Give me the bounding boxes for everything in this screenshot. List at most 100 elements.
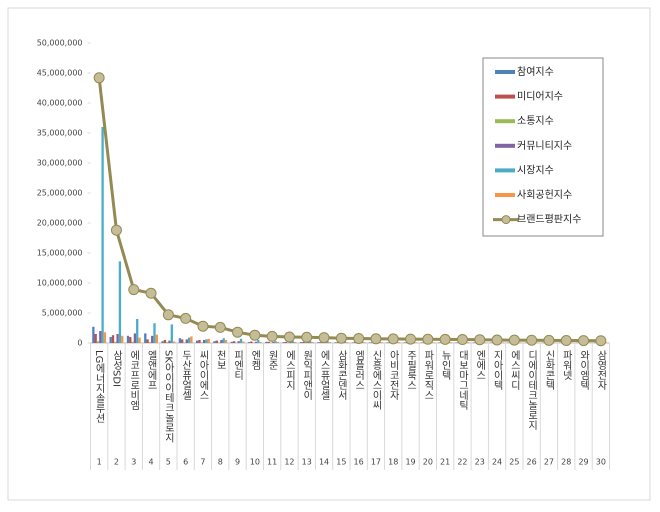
bar: [386, 342, 388, 343]
bar: [329, 342, 331, 343]
y-tick-label: 30,000,000: [37, 159, 83, 168]
bar: [311, 342, 313, 343]
x-tick-number: 3: [131, 458, 136, 467]
bar: [208, 339, 210, 343]
y-tick-label: 0: [77, 339, 82, 348]
bar: [220, 340, 222, 343]
y-tick-label: 25,000,000: [37, 189, 83, 198]
y-tick-label: 50,000,000: [37, 39, 83, 48]
x-tick-number: 19: [405, 458, 415, 467]
bar: [188, 338, 190, 343]
bar: [277, 342, 279, 343]
bar: [225, 340, 227, 343]
legend-label: 브랜드평판지수: [517, 214, 581, 226]
x-tick-label: LG에너지솔루션: [93, 350, 105, 423]
x-tick-label: 지아이텍: [491, 350, 503, 391]
bar: [166, 342, 168, 343]
line-marker: [129, 285, 139, 295]
x-tick-number: 28: [561, 458, 571, 467]
line-marker: [561, 335, 571, 345]
bar: [183, 342, 185, 343]
x-tick-number: 11: [267, 458, 277, 467]
x-tick-label: 원준: [266, 350, 278, 370]
bar: [294, 342, 296, 343]
bar: [259, 342, 261, 343]
bar: [151, 336, 153, 343]
bar: [257, 340, 259, 343]
legend-swatch: [495, 168, 515, 172]
bar: [421, 342, 423, 343]
bar: [231, 342, 233, 343]
x-tick-number: 12: [284, 458, 294, 467]
bar: [250, 342, 252, 344]
bar: [201, 342, 203, 343]
bar: [144, 333, 146, 343]
y-tick-label: 35,000,000: [37, 129, 83, 138]
x-tick-number: 29: [578, 458, 588, 467]
line-marker: [163, 310, 173, 320]
x-tick-label: 엠플러스: [353, 350, 365, 390]
bar: [285, 342, 287, 343]
x-tick-number: 4: [149, 458, 154, 467]
line-marker: [388, 334, 398, 344]
bar: [248, 342, 250, 343]
x-tick-number: 16: [354, 458, 364, 467]
bar: [317, 342, 319, 343]
line-marker: [146, 288, 156, 298]
bar: [302, 342, 304, 343]
bar: [119, 261, 121, 343]
bar: [95, 334, 97, 343]
bar: [181, 339, 183, 343]
line-marker: [509, 335, 519, 345]
x-tick-label: 에스퓨얼셀: [318, 350, 330, 400]
x-tick-label: 엘앤에프: [145, 349, 157, 390]
bar: [97, 341, 99, 343]
bar: [138, 338, 140, 343]
legend-swatch: [495, 119, 515, 123]
x-tick-number: 13: [302, 458, 312, 467]
line-marker: [233, 327, 243, 337]
bar: [171, 324, 173, 343]
bar: [112, 335, 114, 343]
x-tick-label: 원익피앤이: [301, 350, 313, 401]
legend-label: 커뮤니티지수: [517, 140, 572, 152]
bar: [283, 342, 285, 343]
x-tick-number: 15: [336, 458, 346, 467]
bar: [198, 340, 200, 343]
bar: [484, 342, 486, 343]
x-tick-label: 삼화콘덴서: [335, 350, 347, 401]
line-marker: [492, 335, 502, 345]
bar: [265, 342, 267, 343]
x-tick-label: 삼성SDI: [110, 350, 122, 387]
line-marker: [354, 334, 364, 344]
line-marker: [302, 332, 312, 342]
line-marker: [198, 321, 208, 331]
bar: [274, 341, 276, 343]
bar: [134, 333, 136, 343]
x-tick-label: 두산퓨얼셀: [180, 350, 192, 400]
bar: [127, 336, 129, 343]
line-marker: [544, 335, 554, 345]
x-tick-number: 18: [388, 458, 398, 467]
bar: [272, 342, 274, 343]
x-tick-number: 8: [218, 458, 223, 467]
bar: [173, 342, 175, 344]
x-tick-label: 아비코전자: [387, 350, 399, 401]
bar: [216, 341, 218, 343]
bar: [233, 341, 235, 343]
x-tick-label: 파워로직스: [422, 350, 434, 400]
bar: [238, 341, 240, 343]
legend-label: 참여지수: [517, 66, 554, 78]
line-marker: [440, 334, 450, 344]
bar: [381, 342, 383, 343]
x-tick-label: 에스피지: [283, 350, 295, 391]
x-tick-number: 10: [250, 458, 260, 467]
line-marker: [596, 336, 606, 346]
bar: [186, 339, 188, 343]
line-marker: [406, 334, 416, 344]
x-tick-number: 25: [509, 458, 519, 467]
bar: [196, 341, 198, 343]
y-tick-label: 15,000,000: [37, 249, 83, 258]
legend-label: 시장지수: [517, 164, 554, 176]
bar: [116, 334, 118, 343]
